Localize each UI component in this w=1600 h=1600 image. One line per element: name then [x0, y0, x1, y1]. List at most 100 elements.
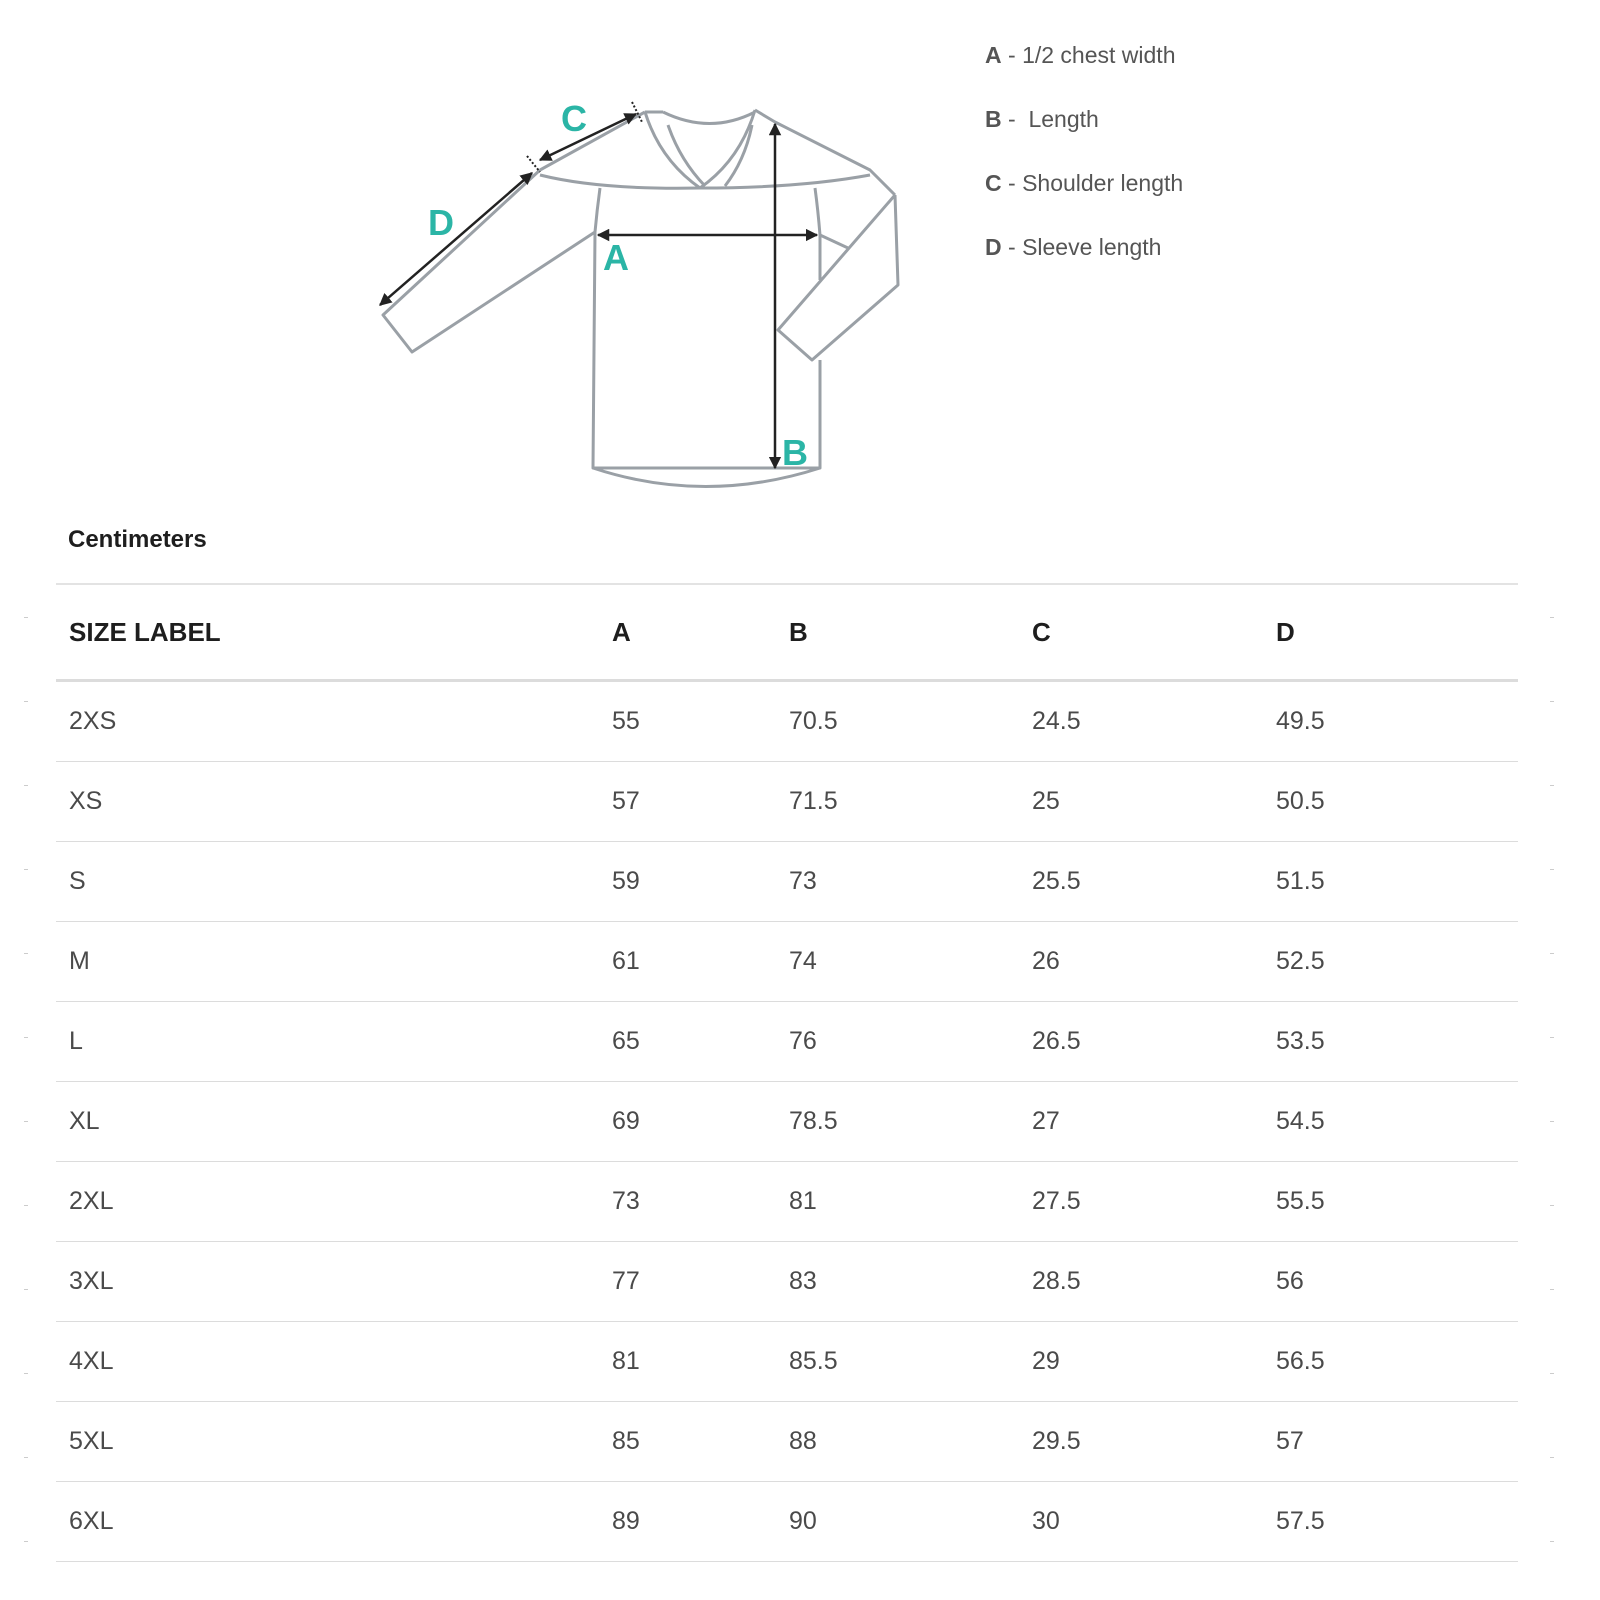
measurement-cell: 55	[612, 680, 789, 762]
measurement-cell: 30	[1032, 1481, 1276, 1562]
edge-tick	[1550, 1289, 1554, 1290]
measurement-cell: 27.5	[1032, 1161, 1276, 1242]
edge-tick	[1550, 701, 1554, 702]
size-label-cell: M	[56, 921, 612, 1002]
measurement-cell: 25	[1032, 761, 1276, 842]
column-header: D	[1276, 584, 1518, 682]
measurement-cell: 51.5	[1276, 841, 1518, 922]
measurement-cell: 59	[612, 841, 789, 922]
measurement-cell: 61	[612, 921, 789, 1002]
measurement-cell: 25.5	[1032, 841, 1276, 922]
shirt-measurement-diagram: C D A B	[379, 98, 900, 488]
table-row: 2XS 55 70.5 24.5 49.5	[56, 680, 1518, 762]
edge-tick	[24, 869, 28, 870]
measurement-cell: 56	[1276, 1241, 1518, 1322]
table-header-row: SIZE LABEL A B C D	[56, 584, 1518, 682]
edge-tick	[1550, 1373, 1554, 1374]
measurement-cell: 69	[612, 1081, 789, 1162]
measurement-cell: 71.5	[789, 761, 1032, 842]
measurement-cell: 89	[612, 1481, 789, 1562]
edge-tick	[24, 1289, 28, 1290]
size-label-cell: L	[56, 1001, 612, 1082]
shirt-outline	[381, 108, 900, 488]
label-b: B	[782, 432, 808, 473]
measurement-cell: 73	[612, 1161, 789, 1242]
table-row: L 65 76 26.5 53.5	[56, 1001, 1518, 1082]
measurement-cell: 52.5	[1276, 921, 1518, 1002]
table-row: XL 69 78.5 27 54.5	[56, 1081, 1518, 1162]
edge-tick	[24, 617, 28, 618]
units-heading: Centimeters	[68, 526, 207, 553]
edge-tick	[1550, 1205, 1554, 1206]
measurement-cell: 77	[612, 1241, 789, 1322]
measurement-cell: 81	[789, 1161, 1032, 1242]
measurement-cell: 78.5	[789, 1081, 1032, 1162]
table-row: XS 57 71.5 25 50.5	[56, 761, 1518, 842]
edge-tick	[24, 953, 28, 954]
arrow-c	[538, 112, 638, 162]
edge-tick	[24, 1541, 28, 1542]
edge-tick	[1550, 869, 1554, 870]
measurement-cell: 29	[1032, 1321, 1276, 1402]
measurement-cell: 49.5	[1276, 680, 1518, 762]
measurement-cell: 27	[1032, 1081, 1276, 1162]
measurement-cell: 54.5	[1276, 1081, 1518, 1162]
column-header: B	[789, 584, 1032, 682]
measurement-cell: 56.5	[1276, 1321, 1518, 1402]
legend-item-d: D - Sleeve length	[985, 234, 1162, 260]
edge-tick	[24, 1457, 28, 1458]
size-label-cell: S	[56, 841, 612, 922]
measurement-cell: 53.5	[1276, 1001, 1518, 1082]
edge-tick	[1550, 1037, 1554, 1038]
size-label-cell: XS	[56, 761, 612, 842]
table-row: S 59 73 25.5 51.5	[56, 841, 1518, 922]
measurement-cell: 57	[1276, 1401, 1518, 1482]
size-label-cell: 6XL	[56, 1481, 612, 1562]
edge-tick	[24, 1037, 28, 1038]
edge-tick	[24, 785, 28, 786]
size-label-cell: 5XL	[56, 1401, 612, 1482]
measurement-cell: 29.5	[1032, 1401, 1276, 1482]
label-c: C	[561, 98, 587, 139]
legend-item-c: C - Shoulder length	[985, 170, 1184, 196]
edge-tick	[1550, 1457, 1554, 1458]
measurement-cell: 26	[1032, 921, 1276, 1002]
measurement-cell: 57.5	[1276, 1481, 1518, 1562]
measurement-cell: 85.5	[789, 1321, 1032, 1402]
measurement-cell: 28.5	[1032, 1241, 1276, 1322]
edge-tick	[24, 1121, 28, 1122]
legend-item-a: A - 1/2 chest width	[985, 42, 1176, 68]
measurement-cell: 73	[789, 841, 1032, 922]
measurement-cell: 24.5	[1032, 680, 1276, 762]
size-label-cell: XL	[56, 1081, 612, 1162]
measurement-cell: 70.5	[789, 680, 1032, 762]
table-row: 4XL 81 85.5 29 56.5	[56, 1321, 1518, 1402]
table-row: M 61 74 26 52.5	[56, 921, 1518, 1002]
edge-tick	[24, 701, 28, 702]
label-d: D	[428, 202, 454, 243]
measurement-cell: 76	[789, 1001, 1032, 1082]
table-row: 3XL 77 83 28.5 56	[56, 1241, 1518, 1322]
column-header: SIZE LABEL	[56, 584, 612, 682]
measurement-cell: 81	[612, 1321, 789, 1402]
measurement-cell: 50.5	[1276, 761, 1518, 842]
measurement-cell: 57	[612, 761, 789, 842]
size-label-cell: 4XL	[56, 1321, 612, 1402]
measurement-cell: 65	[612, 1001, 789, 1082]
measurement-cell: 90	[789, 1481, 1032, 1562]
legend-item-b: B - Length	[985, 106, 1099, 132]
edge-tick	[1550, 785, 1554, 786]
edge-tick	[1550, 1121, 1554, 1122]
size-chart-table: SIZE LABEL A B C D 2XS 55 70.5 24.5 49.5 XS 57 71.5…	[56, 583, 1518, 1562]
table-row: 6XL 89 90 30 57.5	[56, 1481, 1518, 1562]
measurement-cell: 85	[612, 1401, 789, 1482]
size-label-cell: 3XL	[56, 1241, 612, 1322]
edge-tick	[24, 1205, 28, 1206]
measurement-cell: 55.5	[1276, 1161, 1518, 1242]
edge-tick	[24, 1373, 28, 1374]
edge-tick	[1550, 1541, 1554, 1542]
measurement-legend: A - 1/2 chest width B - Length C - Shoul…	[985, 38, 1183, 294]
column-header: A	[612, 584, 789, 682]
arrow-d	[379, 172, 533, 306]
table-row: 2XL 73 81 27.5 55.5	[56, 1161, 1518, 1242]
